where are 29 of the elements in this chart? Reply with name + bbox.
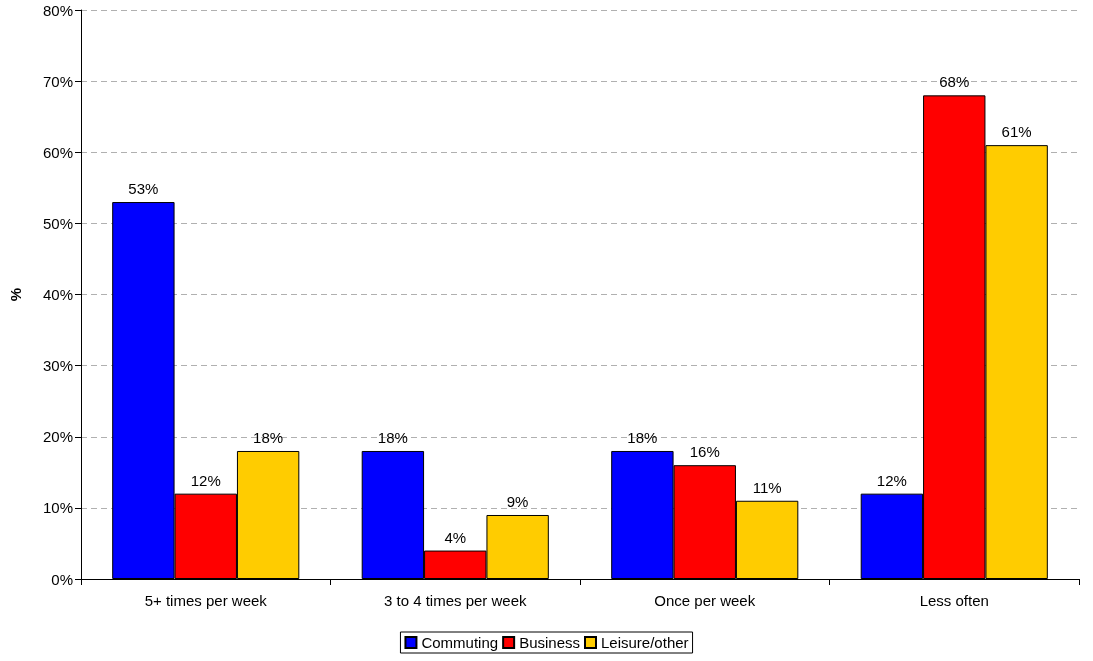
y-tick-label: 30% <box>42 357 73 375</box>
y-tick-label: 70% <box>42 72 73 90</box>
data-label: 12% <box>876 471 907 489</box>
data-label: 4% <box>444 528 467 546</box>
x-tick-label: Once per week <box>654 592 756 609</box>
data-label: 18% <box>627 428 658 446</box>
data-label: 11% <box>752 478 782 496</box>
y-tick-label: 50% <box>42 214 73 232</box>
y-tick-label: 0% <box>51 570 73 588</box>
y-axis-title: % <box>7 287 24 302</box>
data-label: 18% <box>377 428 408 446</box>
legend-label: Business <box>519 634 581 651</box>
x-tick-label: Less often <box>919 592 989 609</box>
x-tick-label: 3 to 4 times per week <box>383 592 528 609</box>
legend-label: Commuting <box>421 634 499 651</box>
y-tick-label: 80% <box>42 1 73 19</box>
data-label: 12% <box>190 471 221 489</box>
y-tick-label: 60% <box>42 143 73 161</box>
data-label: 61% <box>1001 123 1032 141</box>
data-label: 9% <box>506 492 529 510</box>
data-label: 16% <box>689 443 720 461</box>
legend-label: Leisure/other <box>601 634 689 651</box>
x-tick-label: 5+ times per week <box>144 592 268 609</box>
data-label: 18% <box>253 428 284 446</box>
y-tick-label: 10% <box>42 499 73 517</box>
data-label: 68% <box>939 73 970 91</box>
data-label: 53% <box>128 180 159 198</box>
y-tick-label: 20% <box>42 428 73 446</box>
y-tick-label: 40% <box>42 286 73 303</box>
